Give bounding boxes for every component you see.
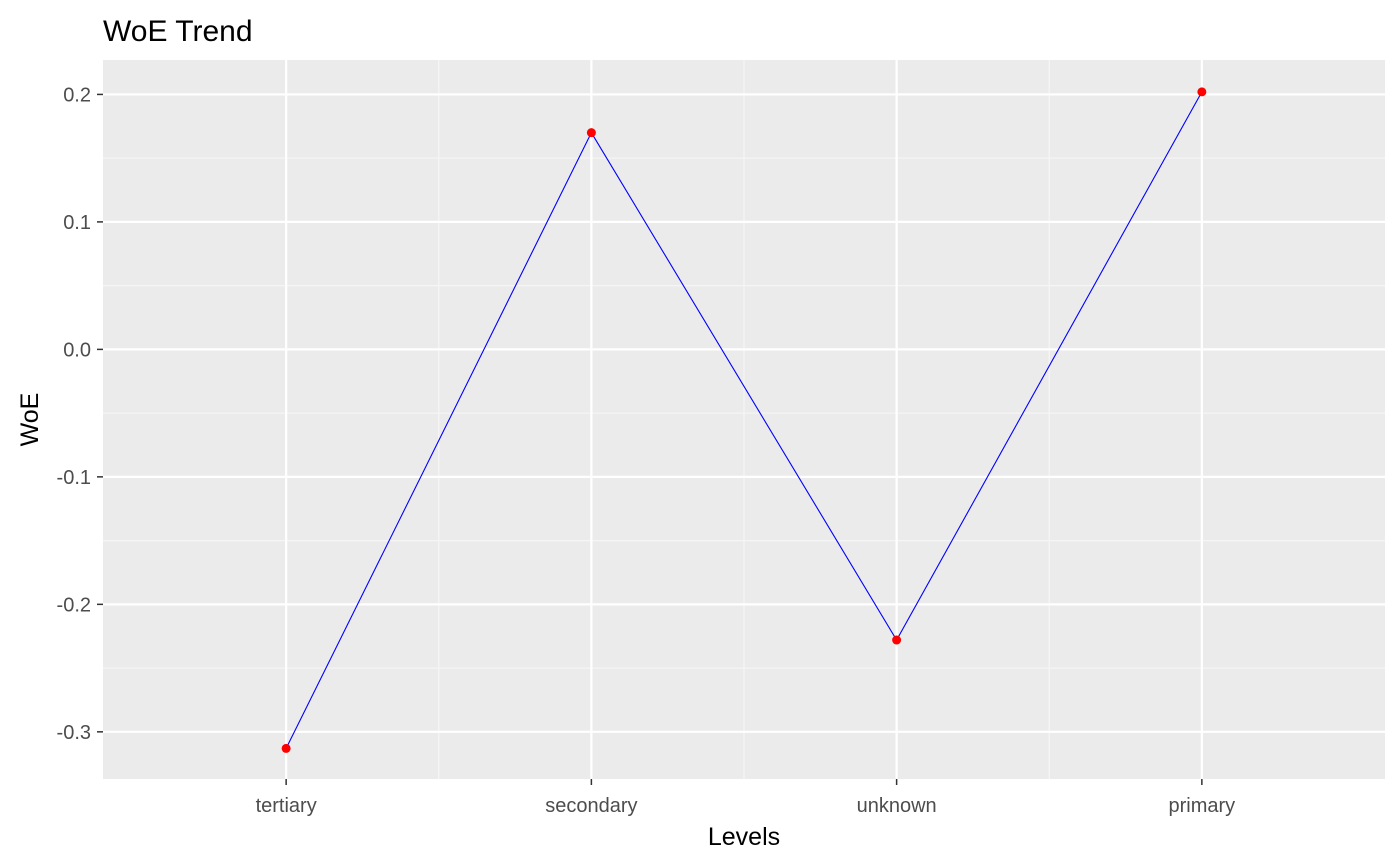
- y-tick-label: -0.2: [57, 594, 91, 616]
- x-axis-title: Levels: [708, 823, 780, 851]
- x-axis: tertiary secondary unknown primary: [256, 779, 1236, 817]
- y-tick-label: -0.3: [57, 722, 91, 744]
- chart-title: WoE Trend: [103, 15, 253, 48]
- y-tick-label: 0.2: [63, 84, 91, 106]
- y-axis: -0.3 -0.2 -0.1 0.0 0.1 0.2: [57, 84, 103, 743]
- x-tick-label-secondary: secondary: [545, 795, 637, 817]
- data-point-primary: [1197, 87, 1206, 96]
- y-tick-label: -0.1: [57, 467, 91, 489]
- y-tick-label: 0.0: [63, 339, 91, 361]
- x-tick-label-primary: primary: [1169, 795, 1236, 817]
- x-tick-label-tertiary: tertiary: [256, 795, 317, 817]
- x-tick-label-unknown: unknown: [857, 795, 937, 817]
- y-tick-label: 0.1: [63, 212, 91, 234]
- data-point-secondary: [587, 128, 596, 137]
- y-axis-title: WoE: [16, 393, 44, 447]
- data-point-unknown: [892, 636, 901, 645]
- data-point-tertiary: [282, 744, 291, 753]
